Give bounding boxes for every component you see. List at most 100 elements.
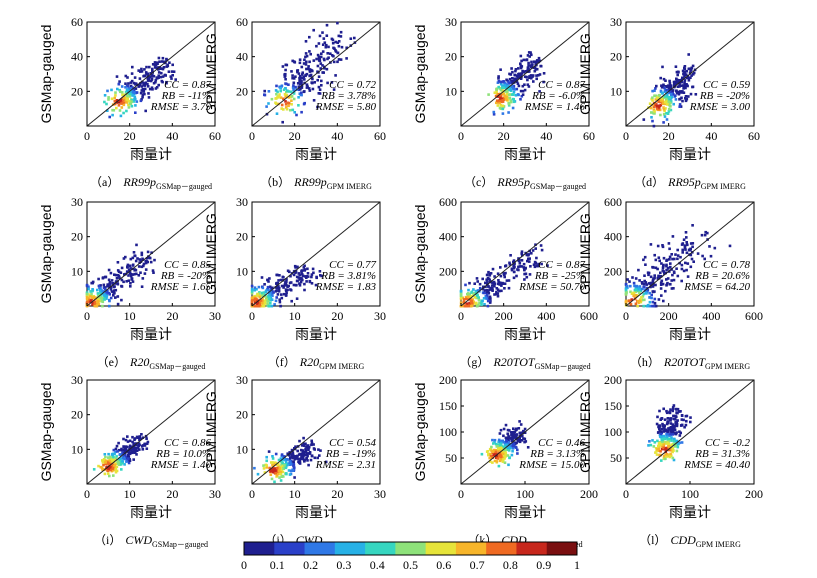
data-point [149, 260, 153, 264]
data-point [674, 81, 678, 84]
data-point [102, 293, 106, 296]
data-point [646, 303, 650, 307]
data-point [305, 83, 309, 86]
data-point [639, 288, 642, 291]
data-point [308, 70, 312, 73]
x-tick-label: 40 [331, 129, 343, 143]
panel-caption: （d） RR95pGPM IMERG [634, 175, 746, 191]
data-point [293, 466, 296, 469]
data-point [651, 300, 655, 304]
x-tick-label: 400 [702, 309, 720, 323]
data-point [130, 72, 134, 75]
data-point [669, 87, 673, 90]
colorbar-segment [304, 542, 336, 555]
data-point [95, 304, 99, 308]
data-point [285, 291, 288, 294]
data-point [287, 96, 291, 99]
data-point [300, 93, 303, 97]
data-point [494, 450, 498, 454]
data-point [682, 418, 685, 422]
data-point [301, 454, 305, 457]
data-point [120, 278, 124, 282]
data-point [502, 427, 506, 431]
data-point [661, 442, 664, 445]
data-point [98, 295, 101, 299]
colorbar-segment [455, 542, 487, 555]
data-point [459, 296, 463, 300]
data-point [96, 299, 99, 303]
data-point [516, 439, 520, 442]
data-point [624, 282, 628, 286]
data-point [306, 267, 309, 271]
data-point [671, 409, 674, 413]
data-point [535, 77, 538, 81]
data-point [120, 106, 124, 109]
data-point [334, 40, 337, 44]
data-point [690, 257, 694, 261]
data-point [495, 290, 498, 294]
colorbar-segment [516, 542, 548, 555]
data-point [473, 296, 477, 299]
data-point [684, 95, 688, 98]
data-point [325, 23, 329, 27]
data-point [680, 267, 684, 271]
data-point [689, 416, 692, 419]
data-point [131, 435, 134, 439]
data-point [313, 448, 316, 451]
data-point [685, 97, 689, 101]
data-point [668, 455, 672, 459]
data-point [496, 95, 500, 98]
data-point [108, 465, 112, 469]
data-point [690, 66, 694, 70]
one-to-one-line [86, 201, 216, 307]
data-point [123, 273, 126, 276]
data-point [144, 81, 148, 84]
data-point [108, 298, 111, 302]
data-point [641, 287, 644, 291]
data-point [522, 437, 525, 440]
data-point [488, 301, 492, 304]
data-point [283, 463, 286, 467]
caption-label: （h） [630, 355, 660, 369]
data-point [165, 57, 168, 61]
data-point [263, 93, 266, 96]
scatter-points [487, 51, 546, 116]
data-point [143, 87, 147, 91]
data-point [140, 251, 144, 255]
data-point [687, 76, 691, 80]
data-point [276, 293, 280, 296]
data-point [636, 299, 640, 303]
caption-subscript: GPM IMERG [701, 182, 746, 191]
data-point [528, 260, 531, 263]
data-point [667, 107, 671, 111]
data-point [500, 448, 504, 451]
y-axis-label: GPM IMERG [577, 213, 593, 295]
data-point [285, 278, 288, 281]
data-point [140, 98, 143, 101]
data-point [311, 267, 315, 271]
data-point [510, 439, 514, 442]
colorbar-segment [546, 542, 578, 555]
data-point [670, 93, 673, 96]
data-point [500, 451, 504, 454]
data-point [690, 68, 693, 71]
data-point [658, 104, 662, 108]
data-point [139, 70, 142, 73]
data-point [345, 57, 348, 60]
data-point [250, 284, 254, 288]
data-point [505, 96, 509, 99]
data-point [262, 304, 265, 307]
data-point [485, 297, 488, 300]
data-point [303, 282, 306, 286]
data-point [659, 76, 662, 80]
data-point [305, 54, 309, 58]
data-point [676, 73, 679, 77]
data-point [659, 275, 663, 278]
data-point [280, 103, 284, 107]
data-point [96, 297, 100, 301]
data-point [292, 81, 296, 85]
data-point [141, 257, 144, 261]
colorbar-frame [243, 541, 578, 556]
data-point [149, 72, 153, 75]
x-tick-label: 0 [84, 487, 90, 501]
